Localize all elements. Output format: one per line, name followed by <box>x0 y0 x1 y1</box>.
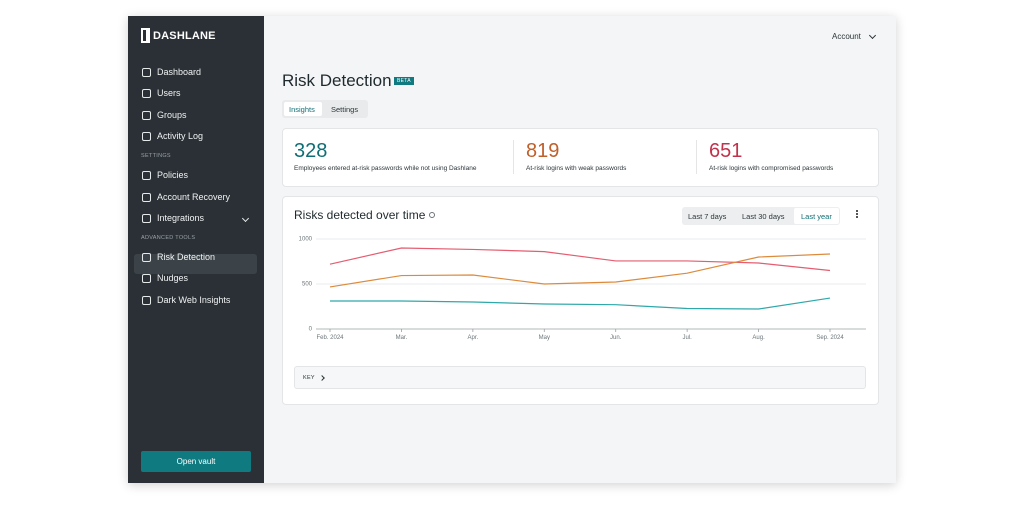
tab[interactable]: Settings <box>331 105 359 114</box>
x-tick-label: Feb. 2024 <box>316 335 344 341</box>
stat-label: Employees entered at-risk passwords whil… <box>294 165 477 172</box>
stats-card <box>282 128 879 187</box>
x-tick-label: Jul. <box>682 335 692 341</box>
nav-item[interactable]: Dark Web Insights <box>157 294 231 305</box>
range-button[interactable]: Last 7 days <box>688 212 727 221</box>
series-line <box>329 253 831 288</box>
info-icon <box>429 212 435 218</box>
nav-icon <box>142 171 151 181</box>
x-tick-label: May <box>538 335 550 341</box>
tab[interactable]: Insights <box>289 105 315 114</box>
nav-item[interactable]: Groups <box>157 109 187 120</box>
stat-value: 819 <box>526 140 560 162</box>
nav-heading: SETTINGS <box>141 153 171 160</box>
nav-icon <box>142 274 151 284</box>
key-label: KEY <box>303 375 315 381</box>
nav-active-bg <box>134 254 257 274</box>
x-tick-label: Jun. <box>610 335 622 341</box>
nav-icon <box>142 89 151 99</box>
y-tick-label: 500 <box>302 282 313 288</box>
series-line <box>329 247 831 272</box>
nav-heading: ADVANCED TOOLS <box>141 235 196 242</box>
range-button[interactable]: Last year <box>801 212 832 221</box>
nav-item[interactable]: Integrations <box>157 212 205 223</box>
series-line <box>330 297 831 310</box>
nav-item[interactable]: Risk Detection <box>157 252 216 263</box>
nav-item[interactable]: Users <box>157 88 181 99</box>
page-title: Risk Detection <box>282 71 392 90</box>
stat-value: 651 <box>709 140 743 162</box>
y-tick-label: 1000 <box>299 237 313 243</box>
line-chart: 0 500 1000 <box>299 237 866 333</box>
divider <box>696 140 697 174</box>
nav-icon <box>142 213 151 223</box>
x-tick-label: Aug. <box>752 335 765 341</box>
nav-icon <box>142 131 151 141</box>
logo: DASHLANE <box>153 30 216 42</box>
nav-item[interactable]: Activity Log <box>157 130 204 141</box>
nav-item[interactable]: Policies <box>157 170 189 181</box>
chart-title: Risks detected over time <box>294 208 426 222</box>
nav-icon <box>142 68 151 77</box>
nav-item[interactable]: Nudges <box>157 273 189 284</box>
x-tick-label: Apr. <box>467 335 479 341</box>
stat-value: 328 <box>294 140 328 162</box>
x-tick-label: Sep. 2024 <box>816 335 844 341</box>
stat-label: At-risk logins with compromised password… <box>709 165 834 172</box>
divider <box>513 140 514 174</box>
tab-active-bg <box>284 102 322 116</box>
nav-icon <box>142 110 151 120</box>
button-label: Open vault <box>176 457 216 466</box>
stat-label: At-risk logins with weak passwords <box>526 165 627 172</box>
x-tick-label: Mar. <box>395 335 408 341</box>
nav-item[interactable]: Account Recovery <box>157 191 231 202</box>
nav-icon <box>142 295 151 305</box>
nav-icon <box>142 253 151 263</box>
nav-icon <box>142 192 151 202</box>
badge: BETA <box>394 77 414 85</box>
logo-icon <box>141 28 150 43</box>
y-tick-label: 0 <box>309 327 313 333</box>
account-menu[interactable]: Account <box>832 32 861 41</box>
sidebar <box>128 16 264 483</box>
range-button[interactable]: Last 30 days <box>742 212 785 221</box>
nav-item[interactable]: Dashboard <box>157 67 202 77</box>
range-active-bg <box>794 208 839 224</box>
key-box[interactable] <box>294 366 866 389</box>
kebab-menu[interactable] <box>856 210 858 212</box>
open-vault-button[interactable]: Open vault <box>141 451 251 472</box>
